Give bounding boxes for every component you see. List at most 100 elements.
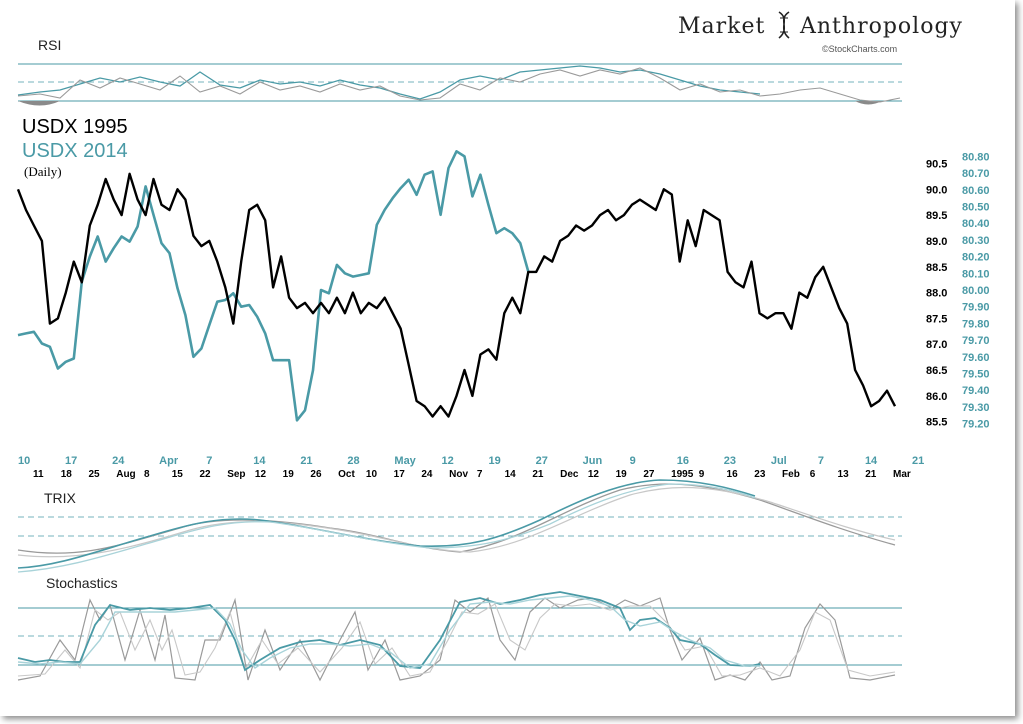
x-tick-bottom-label: 13 bbox=[838, 469, 850, 480]
right-tick-label: 80.60 bbox=[962, 185, 990, 197]
right-tick-label: 80.10 bbox=[962, 268, 990, 280]
right-axis: 80.80 80.70 80.60 80.50 80.40 80.30 80.20 80.10… bbox=[962, 151, 990, 430]
x-tick-bottom-label: 8 bbox=[144, 469, 150, 480]
stoch-1995-line bbox=[17, 596, 896, 682]
x-tick-bottom-label: Nov bbox=[449, 469, 468, 480]
left-axis: 90.5 90.0 89.5 89.0 88.5 88.0 87.5 87.0 86.5 86.0… bbox=[926, 158, 947, 428]
main-title-1995: USDX 1995 bbox=[22, 116, 128, 138]
stoch-1995-signal-line bbox=[17, 603, 896, 677]
x-tick-top-label: 24 bbox=[112, 455, 125, 467]
x-tick-bottom-label: 22 bbox=[199, 469, 211, 480]
trix-2014-signal-line bbox=[17, 483, 756, 573]
brand-name: Market bbox=[678, 14, 765, 39]
x-tick-top-label: 27 bbox=[536, 455, 548, 467]
x-tick-bottom-label: 25 bbox=[88, 469, 100, 480]
x-tick-top-label: May bbox=[394, 455, 416, 467]
left-tick-label: 88.5 bbox=[926, 262, 947, 274]
right-tick-label: 79.90 bbox=[962, 302, 990, 314]
x-tick-bottom-label: 18 bbox=[61, 469, 73, 480]
brand-credit: ©StockCharts.com bbox=[822, 44, 897, 54]
x-tick-bottom-label: 19 bbox=[283, 469, 295, 480]
left-tick-label: 90.0 bbox=[926, 184, 947, 196]
right-tick-label: 80.70 bbox=[962, 168, 990, 180]
right-tick-label: 79.60 bbox=[962, 352, 990, 364]
x-tick-bottom-label: 10 bbox=[366, 469, 378, 480]
x-tick-top-label: 21 bbox=[300, 455, 312, 467]
left-tick-label: 90.5 bbox=[926, 158, 947, 170]
x-tick-bottom-label: Feb bbox=[782, 469, 800, 480]
brand-name-2: Anthropology bbox=[799, 14, 963, 39]
x-tick-top-label: 23 bbox=[724, 455, 736, 467]
x-tick-bottom-label: 14 bbox=[505, 469, 517, 480]
x-tick-top-label: 14 bbox=[865, 455, 878, 467]
right-tick-label: 80.30 bbox=[962, 235, 990, 247]
brand-logo: Market Anthropology ©StockCharts.com bbox=[678, 11, 963, 54]
x-tick-bottom-label: 21 bbox=[865, 469, 877, 480]
right-tick-label: 79.50 bbox=[962, 369, 990, 381]
x-tick-top-label: Jul bbox=[771, 455, 787, 467]
x-tick-top-label: 28 bbox=[347, 455, 359, 467]
left-tick-label: 86.5 bbox=[926, 365, 947, 377]
trix-2014-line bbox=[17, 479, 756, 569]
left-tick-label: 85.5 bbox=[926, 417, 947, 429]
x-tick-bottom-label: 21 bbox=[532, 469, 544, 480]
x-tick-top-label: 16 bbox=[677, 455, 689, 467]
x-tick-top-label: Apr bbox=[159, 455, 179, 467]
x-tick-top-label: 7 bbox=[818, 455, 824, 467]
main-panel: USDX 1995 USDX 2014 (Daily) 90.5 90.0 89.5… bbox=[16, 116, 990, 480]
left-tick-label: 86.0 bbox=[926, 391, 947, 403]
left-tick-label: 88.0 bbox=[926, 288, 947, 300]
x-tick-bottom-label: 12 bbox=[255, 469, 267, 480]
right-tick-label: 79.30 bbox=[962, 402, 990, 414]
rsi-1995-line bbox=[17, 67, 901, 103]
stochastics-panel: Stochastics bbox=[17, 575, 902, 682]
x-tick-bottom-label: 17 bbox=[394, 469, 406, 480]
x-tick-bottom-label: 9 bbox=[699, 469, 705, 480]
x-tick-top-label: 10 bbox=[18, 455, 30, 467]
x-tick-top-label: 7 bbox=[206, 455, 212, 467]
trix-1995-signal-line bbox=[17, 486, 896, 558]
x-tick-top-label: 12 bbox=[441, 455, 453, 467]
right-tick-label: 80.00 bbox=[962, 285, 990, 297]
x-tick-bottom-label: 24 bbox=[421, 469, 433, 480]
rsi-2014-line bbox=[17, 65, 761, 100]
series-usdx-1995-line bbox=[16, 172, 897, 418]
x-tick-top-label: 21 bbox=[912, 455, 924, 467]
x-tick-top-label: 9 bbox=[630, 455, 636, 467]
x-tick-top-label: 19 bbox=[489, 455, 501, 467]
right-tick-label: 79.40 bbox=[962, 385, 990, 397]
x-tick-bottom-label: Sep bbox=[227, 469, 245, 480]
left-tick-label: 87.5 bbox=[926, 313, 947, 325]
main-subtitle: (Daily) bbox=[24, 164, 62, 179]
x-tick-bottom-label: 26 bbox=[310, 469, 322, 480]
x-tick-bottom-label: 16 bbox=[727, 469, 739, 480]
x-tick-bottom-label: Aug bbox=[116, 469, 135, 480]
rsi-oversold-fill bbox=[18, 101, 60, 106]
right-tick-label: 80.20 bbox=[962, 252, 990, 264]
dna-helix-icon bbox=[778, 11, 790, 39]
x-tick-top-label: 14 bbox=[253, 455, 266, 467]
stoch-2014-signal-line bbox=[17, 595, 760, 669]
trix-panel: TRIX bbox=[17, 479, 902, 573]
right-tick-label: 80.80 bbox=[962, 151, 990, 163]
stochastics-label: Stochastics bbox=[46, 575, 118, 591]
x-axis-top: 10 17 24 Apr 7 14 21 28 May 12 19 27 Jun 9 16 23 Jul 7 14 2… bbox=[18, 455, 924, 467]
x-axis-bottom: 11 18 25 Aug 8 15 22 Sep 12 19 26 Oct 10 17 24 Nov 7 14 21… bbox=[33, 469, 911, 480]
x-tick-bottom-label: 7 bbox=[477, 469, 483, 480]
x-tick-bottom-label: Dec bbox=[560, 469, 579, 480]
trix-label: TRIX bbox=[44, 490, 77, 506]
rsi-label: RSI bbox=[38, 37, 61, 53]
left-tick-label: 89.5 bbox=[926, 210, 947, 222]
right-tick-label: 80.50 bbox=[962, 201, 990, 213]
right-tick-label: 79.70 bbox=[962, 335, 990, 347]
x-tick-bottom-label: 1995 bbox=[671, 469, 694, 480]
rsi-panel: RSI bbox=[17, 37, 902, 106]
x-tick-bottom-label: 27 bbox=[643, 469, 655, 480]
left-tick-label: 87.0 bbox=[926, 339, 947, 351]
left-tick-label: 89.0 bbox=[926, 236, 947, 248]
x-tick-bottom-label: 15 bbox=[172, 469, 184, 480]
right-tick-label: 79.80 bbox=[962, 318, 990, 330]
main-title-2014: USDX 2014 bbox=[22, 140, 128, 162]
x-tick-top-label: Jun bbox=[583, 455, 603, 467]
